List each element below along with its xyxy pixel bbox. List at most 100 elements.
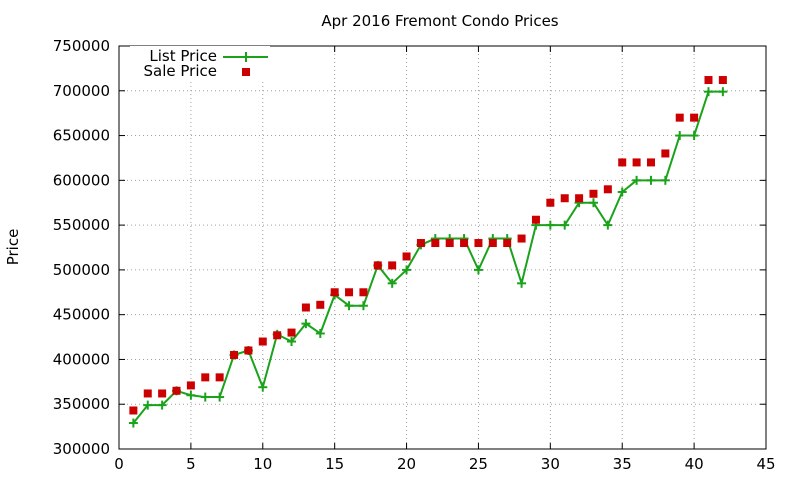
data-point-list-price (157, 400, 167, 410)
x-tick-label: 20 (397, 455, 416, 473)
data-point-sale-price (546, 198, 555, 207)
data-point-list-price (675, 131, 685, 141)
data-point-sale-price (158, 389, 167, 398)
x-tick-label: 40 (685, 455, 704, 473)
data-point-sale-price (690, 113, 699, 122)
data-point-sale-price (244, 346, 253, 355)
series-sale-price (129, 76, 727, 415)
data-point-sale-price (402, 252, 411, 261)
data-point-sale-price (632, 158, 641, 167)
data-point-sale-price (215, 373, 224, 382)
data-point-sale-price (186, 381, 195, 390)
grid (119, 46, 766, 449)
data-point-list-price (473, 265, 483, 275)
y-tick-label: 700000 (53, 82, 110, 100)
data-point-list-price (200, 392, 210, 402)
data-point-list-price (560, 220, 570, 230)
data-point-sale-price (301, 303, 310, 312)
data-point-sale-price (330, 288, 339, 297)
legend-marker-sale-price (242, 68, 250, 76)
y-tick-label: 600000 (53, 171, 110, 189)
x-tick-label: 25 (469, 455, 488, 473)
data-point-sale-price (316, 300, 325, 309)
series-layer (128, 76, 728, 428)
data-point-sale-price (445, 239, 454, 248)
y-tick-label: 450000 (53, 306, 110, 324)
data-point-sale-price (718, 76, 727, 85)
plot-frame (118, 45, 767, 450)
data-point-sale-price (373, 261, 382, 270)
data-point-list-price (287, 337, 297, 347)
data-point-list-price (143, 400, 153, 410)
data-point-list-price (603, 220, 613, 230)
y-tick-label: 400000 (53, 350, 110, 368)
data-point-list-price (646, 175, 656, 185)
data-point-sale-price (431, 239, 440, 248)
data-point-list-price (689, 131, 699, 141)
legend-label-sale-price: Sale Price (144, 62, 217, 80)
data-point-list-price (402, 265, 412, 275)
data-point-sale-price (416, 239, 425, 248)
data-point-sale-price (201, 373, 210, 382)
x-tick-label: 5 (186, 455, 196, 473)
data-point-sale-price (230, 350, 239, 359)
data-point-list-price (128, 418, 138, 428)
chart-title: Apr 2016 Fremont Condo Prices (321, 12, 558, 30)
data-point-sale-price (359, 288, 368, 297)
data-point-list-price (344, 301, 354, 311)
data-point-list-price (545, 220, 555, 230)
data-point-sale-price (273, 331, 282, 340)
data-point-sale-price (589, 189, 598, 198)
data-point-list-price (703, 87, 713, 97)
data-point-list-price (358, 301, 368, 311)
data-point-sale-price (560, 194, 569, 203)
y-tick-label: 750000 (53, 37, 110, 55)
legend: List Price Sale Price (130, 46, 270, 82)
data-point-sale-price (287, 328, 296, 337)
x-tick-label: 0 (114, 455, 124, 473)
data-point-sale-price (661, 149, 670, 158)
data-point-list-price (632, 175, 642, 185)
x-tick-label: 15 (325, 455, 344, 473)
data-point-sale-price (488, 239, 497, 248)
y-tick-label: 300000 (53, 440, 110, 458)
y-tick-label: 550000 (53, 216, 110, 234)
data-point-sale-price (531, 215, 540, 224)
data-point-sale-price (646, 158, 655, 167)
x-tick-label: 30 (541, 455, 560, 473)
data-point-list-price (258, 382, 268, 392)
data-point-list-price (617, 187, 627, 197)
y-tick-label: 500000 (53, 261, 110, 279)
data-point-sale-price (675, 113, 684, 122)
data-point-sale-price (603, 185, 612, 194)
data-point-list-price (517, 278, 527, 288)
data-point-list-price (215, 392, 225, 402)
data-point-list-price (660, 175, 670, 185)
y-axis-label: Price (4, 229, 22, 266)
data-point-sale-price (143, 389, 152, 398)
x-tick-label: 10 (253, 455, 272, 473)
data-point-sale-price (474, 239, 483, 248)
data-point-list-price (315, 328, 325, 338)
data-point-sale-price (704, 76, 713, 85)
data-point-sale-price (618, 158, 627, 167)
data-point-sale-price (388, 261, 397, 270)
x-tick-label: 35 (613, 455, 632, 473)
data-point-sale-price (503, 239, 512, 248)
data-point-sale-price (172, 386, 181, 395)
y-tick-label: 650000 (53, 127, 110, 145)
data-point-sale-price (460, 239, 469, 248)
data-point-sale-price (258, 337, 267, 346)
legend-label-list-price: List Price (149, 47, 217, 65)
data-point-list-price (588, 198, 598, 208)
data-point-sale-price (129, 406, 138, 415)
y-tick-label: 350000 (53, 395, 110, 413)
data-point-list-price (301, 319, 311, 329)
data-point-list-price (186, 390, 196, 400)
legend-marker-list-price (241, 52, 251, 62)
axis-ticks: 0 5 10 15 20 25 30 35 40 45 300000 350000 400000 4500… (53, 37, 776, 473)
data-point-sale-price (517, 234, 526, 243)
data-point-sale-price (345, 288, 354, 297)
series-line-list-price (132, 90, 723, 424)
